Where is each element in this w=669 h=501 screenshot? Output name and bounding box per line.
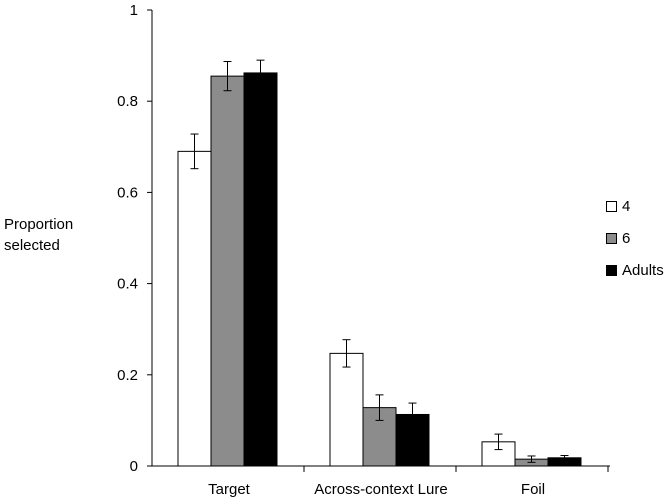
legend-item-adults: Adults <box>606 260 664 280</box>
legend-swatch-4 <box>606 200 617 212</box>
legend: 4 6 Adults <box>606 196 664 292</box>
legend-item-4: 4 <box>606 196 664 216</box>
y-axis-label: Proportion selected <box>4 214 94 256</box>
bar <box>243 72 278 467</box>
legend-label-adults: Adults <box>622 261 664 279</box>
bars <box>177 72 582 467</box>
legend-item-6: 6 <box>606 228 664 248</box>
y-axis-label-line-1: Proportion <box>4 216 74 233</box>
x-category-label: Across-context Lure <box>314 481 447 498</box>
x-category-label: Foil <box>521 481 545 498</box>
y-tick-label: 1 <box>130 2 138 19</box>
y-tick-label: 0.8 <box>117 93 138 110</box>
y-tick-label: 0.6 <box>117 184 138 201</box>
bar <box>329 352 364 467</box>
legend-label-4: 4 <box>622 197 631 215</box>
y-tick-label: 0.4 <box>117 276 138 293</box>
y-axis-label-line-2: selected <box>4 237 60 254</box>
bar <box>177 150 212 467</box>
y-tick-label: 0.2 <box>117 367 138 384</box>
x-category-label: Target <box>208 481 251 498</box>
x-category-labels: Target Across-context Lure Foil <box>208 481 545 498</box>
bar <box>210 75 245 467</box>
error-bars <box>190 59 569 463</box>
y-tick-labels: 0 0.2 0.4 0.6 0.8 1 <box>117 2 138 475</box>
legend-swatch-adults <box>606 264 617 276</box>
legend-label-6: 6 <box>622 229 631 247</box>
y-tick-label: 0 <box>130 458 138 475</box>
legend-swatch-6 <box>606 232 617 244</box>
